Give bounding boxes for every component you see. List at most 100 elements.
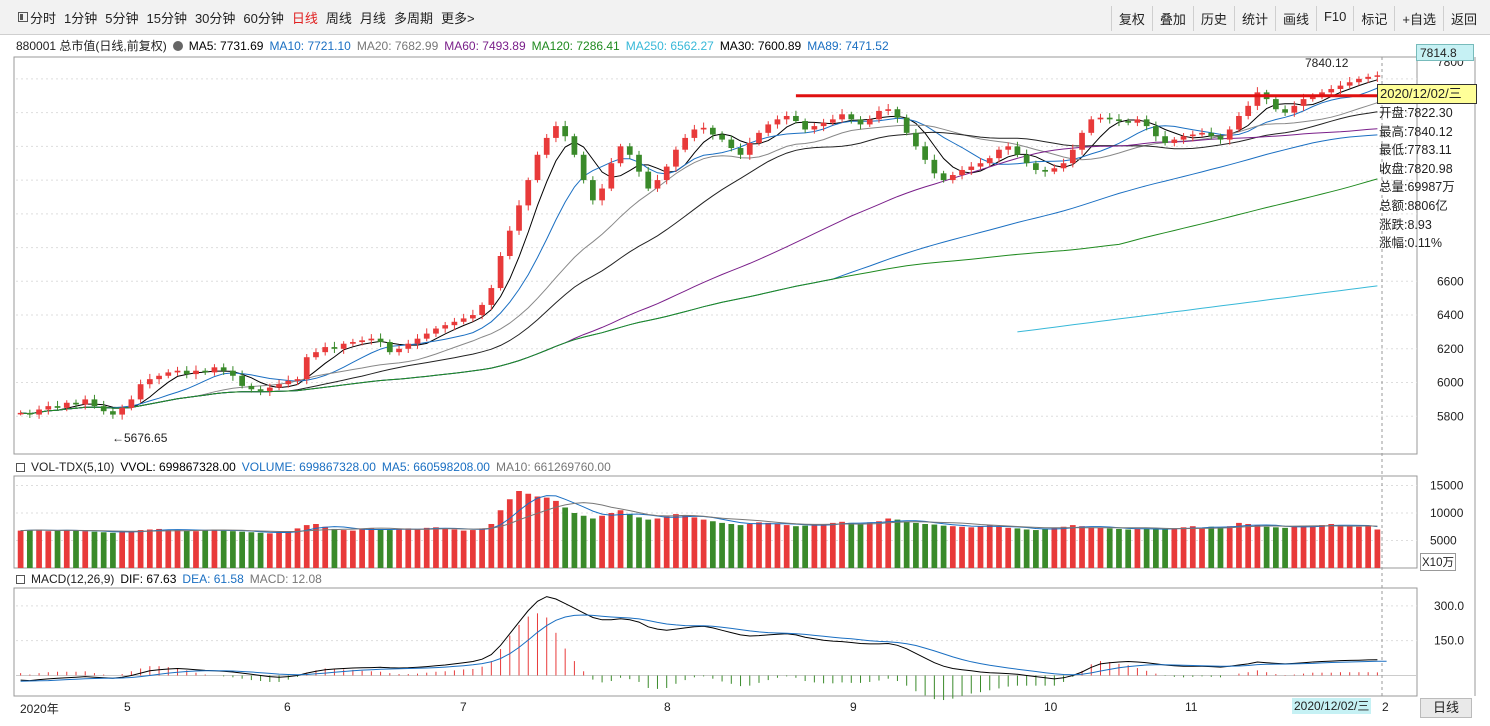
period-tab-6[interactable]: 日线 [291, 11, 318, 26]
period-tab-8[interactable]: 月线 [359, 11, 386, 26]
month-label-4: 8 [664, 700, 671, 714]
candle-28 [276, 384, 282, 388]
vol-bar-55 [525, 493, 532, 568]
candle-137 [1282, 109, 1288, 113]
candle-82 [774, 119, 781, 125]
month-label-2: 6 [284, 700, 291, 714]
candle-3 [45, 406, 52, 410]
vol-bar-137 [1282, 527, 1288, 568]
macd-toggle-icon[interactable] [16, 575, 25, 584]
vol-bar-9 [100, 532, 107, 568]
toolbar-button-0[interactable]: 复权 [1110, 6, 1152, 31]
legend-item-3: MA60: 7493.89 [444, 39, 526, 53]
vol-bar-32 [313, 524, 319, 568]
vol-bar-143 [1337, 525, 1344, 568]
candle-15 [156, 375, 162, 380]
candle-32 [313, 352, 319, 358]
vol-bar-21 [211, 529, 218, 568]
period-button[interactable]: 日线 [1420, 698, 1472, 718]
vol-bar-67 [636, 517, 642, 568]
candle-48 [460, 318, 467, 322]
month-label-3: 7 [460, 700, 467, 714]
toolbar-button-7[interactable]: +自选 [1394, 6, 1443, 31]
candle-136 [1272, 99, 1279, 110]
candle-132 [1236, 115, 1242, 130]
macd-axis-label-1: 150.0 [1434, 634, 1464, 648]
vol-bar-39 [377, 528, 384, 568]
candle-127 [1189, 134, 1196, 137]
toolbar-button-4[interactable]: 画线 [1274, 6, 1316, 31]
candle-2 [36, 409, 42, 415]
vol-bar-110 [1033, 530, 1039, 568]
toolbar-button-3[interactable]: 统计 [1233, 6, 1275, 31]
candle-139 [1300, 99, 1307, 106]
period-tab-0[interactable]: 分时 [30, 11, 57, 26]
vol-bar-145 [1356, 526, 1362, 568]
vol-bar-85 [802, 525, 809, 568]
vol-bar-94 [885, 518, 892, 568]
period-tab-9[interactable]: 多周期 [393, 11, 433, 26]
vol-bar-131 [1226, 526, 1233, 568]
toolbar-button-5[interactable]: F10 [1315, 6, 1353, 31]
period-tabs: 分时 1分钟 5分钟 15分钟 30分钟 60分钟 日线 周线 月线 多周期 更多> [30, 8, 483, 27]
period-tab-4[interactable]: 30分钟 [194, 11, 236, 26]
toolbar-button-8[interactable]: 返回 [1442, 6, 1484, 31]
toolbar-button-6[interactable]: 标记 [1353, 6, 1394, 31]
vol-bar-10 [110, 532, 116, 568]
candle-9 [100, 406, 107, 412]
vol-bar-114 [1069, 525, 1076, 568]
vol-bar-104 [977, 526, 984, 568]
vol-bar-113 [1060, 526, 1067, 568]
vol-bar-141 [1319, 525, 1325, 568]
vol-bar-38 [368, 528, 375, 568]
vol-ma5-line [20, 495, 1378, 533]
panel-toggle-icon[interactable] [18, 12, 28, 22]
vol-bar-130 [1217, 527, 1224, 568]
volume-toggle-icon[interactable] [16, 463, 25, 472]
vol-bar-93 [876, 521, 882, 568]
vol-bar-30 [294, 528, 301, 568]
period-tab-3[interactable]: 15分钟 [146, 11, 187, 26]
legend-item-5: MA250: 6562.27 [625, 39, 714, 53]
vol-bar-79 [746, 524, 753, 568]
settings-gear-icon[interactable] [172, 41, 183, 51]
candle-65 [617, 146, 624, 164]
price-axis-label-3: 6200 [1437, 342, 1464, 356]
candle-63 [599, 188, 605, 201]
period-tab-2[interactable]: 5分钟 [105, 11, 139, 26]
vol-bar-146 [1365, 525, 1372, 568]
vol-bar-68 [645, 519, 652, 568]
period-tab-5[interactable]: 60分钟 [243, 11, 284, 26]
ma10-line [20, 87, 1378, 415]
candle-26 [257, 389, 264, 391]
vol-bar-2 [36, 529, 42, 568]
candle-144 [1346, 82, 1353, 86]
toolbar-right-buttons: 复权 叠加 历史 统计 画线 F10 标记 +自选 返回 [1110, 6, 1484, 31]
legend-item-7: MA89: 7471.52 [807, 39, 889, 53]
month-label-0: 2020年 [20, 702, 59, 716]
candle-121 [1134, 119, 1141, 123]
vol-bar-92 [866, 522, 873, 568]
toolbar-button-2[interactable]: 历史 [1192, 6, 1234, 31]
period-tab-10[interactable]: 更多> [440, 11, 475, 26]
vol-bar-53 [506, 499, 513, 568]
vol-bar-76 [719, 522, 725, 568]
volume-unit: X10万 [1420, 553, 1456, 571]
vol-bar-121 [1134, 528, 1141, 568]
vol-bar-88 [829, 522, 836, 568]
candle-83 [783, 115, 790, 120]
candle-101 [949, 175, 956, 181]
candle-91 [857, 119, 864, 125]
candle-64 [608, 163, 615, 189]
main-legend: 880001 总市值(日线,前复权) MA5: 7731.69 MA10: 7721… [16, 37, 901, 54]
vol-ma10-line [20, 502, 1378, 532]
period-tab-7[interactable]: 周线 [325, 11, 352, 26]
vol-bar-20 [202, 530, 209, 568]
vol-bar-72 [682, 515, 689, 568]
toolbar-button-1[interactable]: 叠加 [1151, 6, 1193, 31]
vol_legend-item-2: MA5: 660598208.00 [381, 460, 490, 474]
candle-18 [183, 370, 190, 375]
macd_legend-item-2: MACD: 12.08 [249, 572, 322, 586]
period-tab-1[interactable]: 1分钟 [64, 11, 98, 26]
